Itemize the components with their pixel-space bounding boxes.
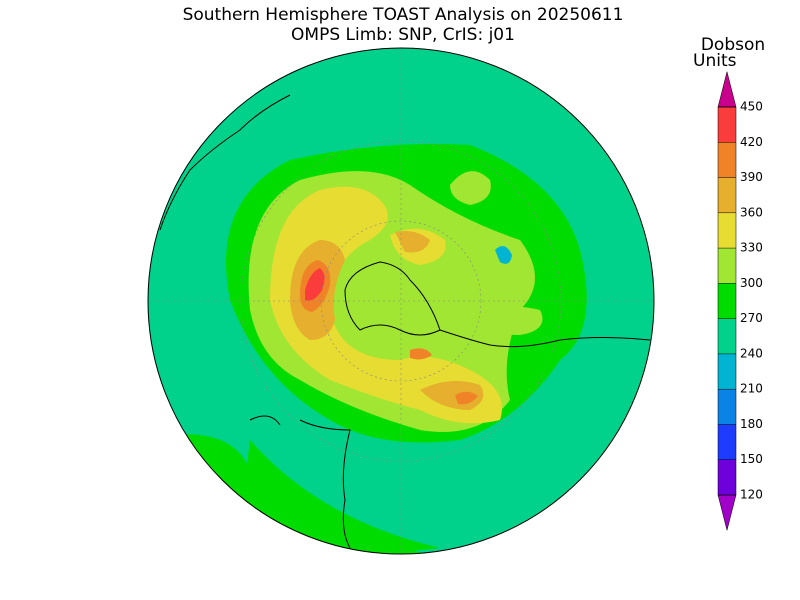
colorbar-tick-label: 240	[740, 346, 763, 360]
colorbar-label: Units	[693, 51, 737, 71]
colorbar-extend-low	[717, 494, 737, 531]
colorbar-segment	[718, 107, 736, 143]
colorbar-segment	[718, 389, 736, 425]
colorbar-segment	[718, 459, 736, 495]
colorbar-segment	[718, 142, 736, 178]
colorbar-tick-label: 150	[740, 452, 763, 466]
colorbar-label: Dobson	[701, 35, 765, 55]
colorbar-tick-label: 390	[740, 170, 763, 184]
ozone-map	[148, 48, 654, 554]
colorbar-tick-label: 120	[740, 488, 763, 502]
colorbar-segment	[718, 318, 736, 354]
map-border	[147, 47, 655, 555]
colorbar-extend-high	[717, 71, 737, 108]
colorbar-segment	[718, 248, 736, 284]
colorbar-tick-label: 210	[740, 382, 763, 396]
colorbar-tick-label: 180	[740, 417, 763, 431]
colorbar-segment	[718, 424, 736, 460]
colorbar-tick-label: 450	[740, 100, 763, 114]
title: Southern Hemisphere TOAST Analysis on 20…	[183, 5, 624, 25]
colorbar-tick-label: 270	[740, 311, 763, 325]
colorbar-tick-label: 360	[740, 205, 763, 219]
colorbar-tick-label: 420	[740, 135, 763, 149]
colorbar-segment	[718, 212, 736, 249]
colorbar-segment	[718, 283, 736, 319]
colorbar-segment	[718, 177, 736, 213]
colorbar-tick-label: 300	[740, 276, 763, 290]
colorbar-segment	[718, 353, 736, 390]
colorbar-tick-label: 330	[740, 241, 763, 255]
subtitle: OMPS Limb: SNP, CrIS: j01	[291, 25, 515, 45]
